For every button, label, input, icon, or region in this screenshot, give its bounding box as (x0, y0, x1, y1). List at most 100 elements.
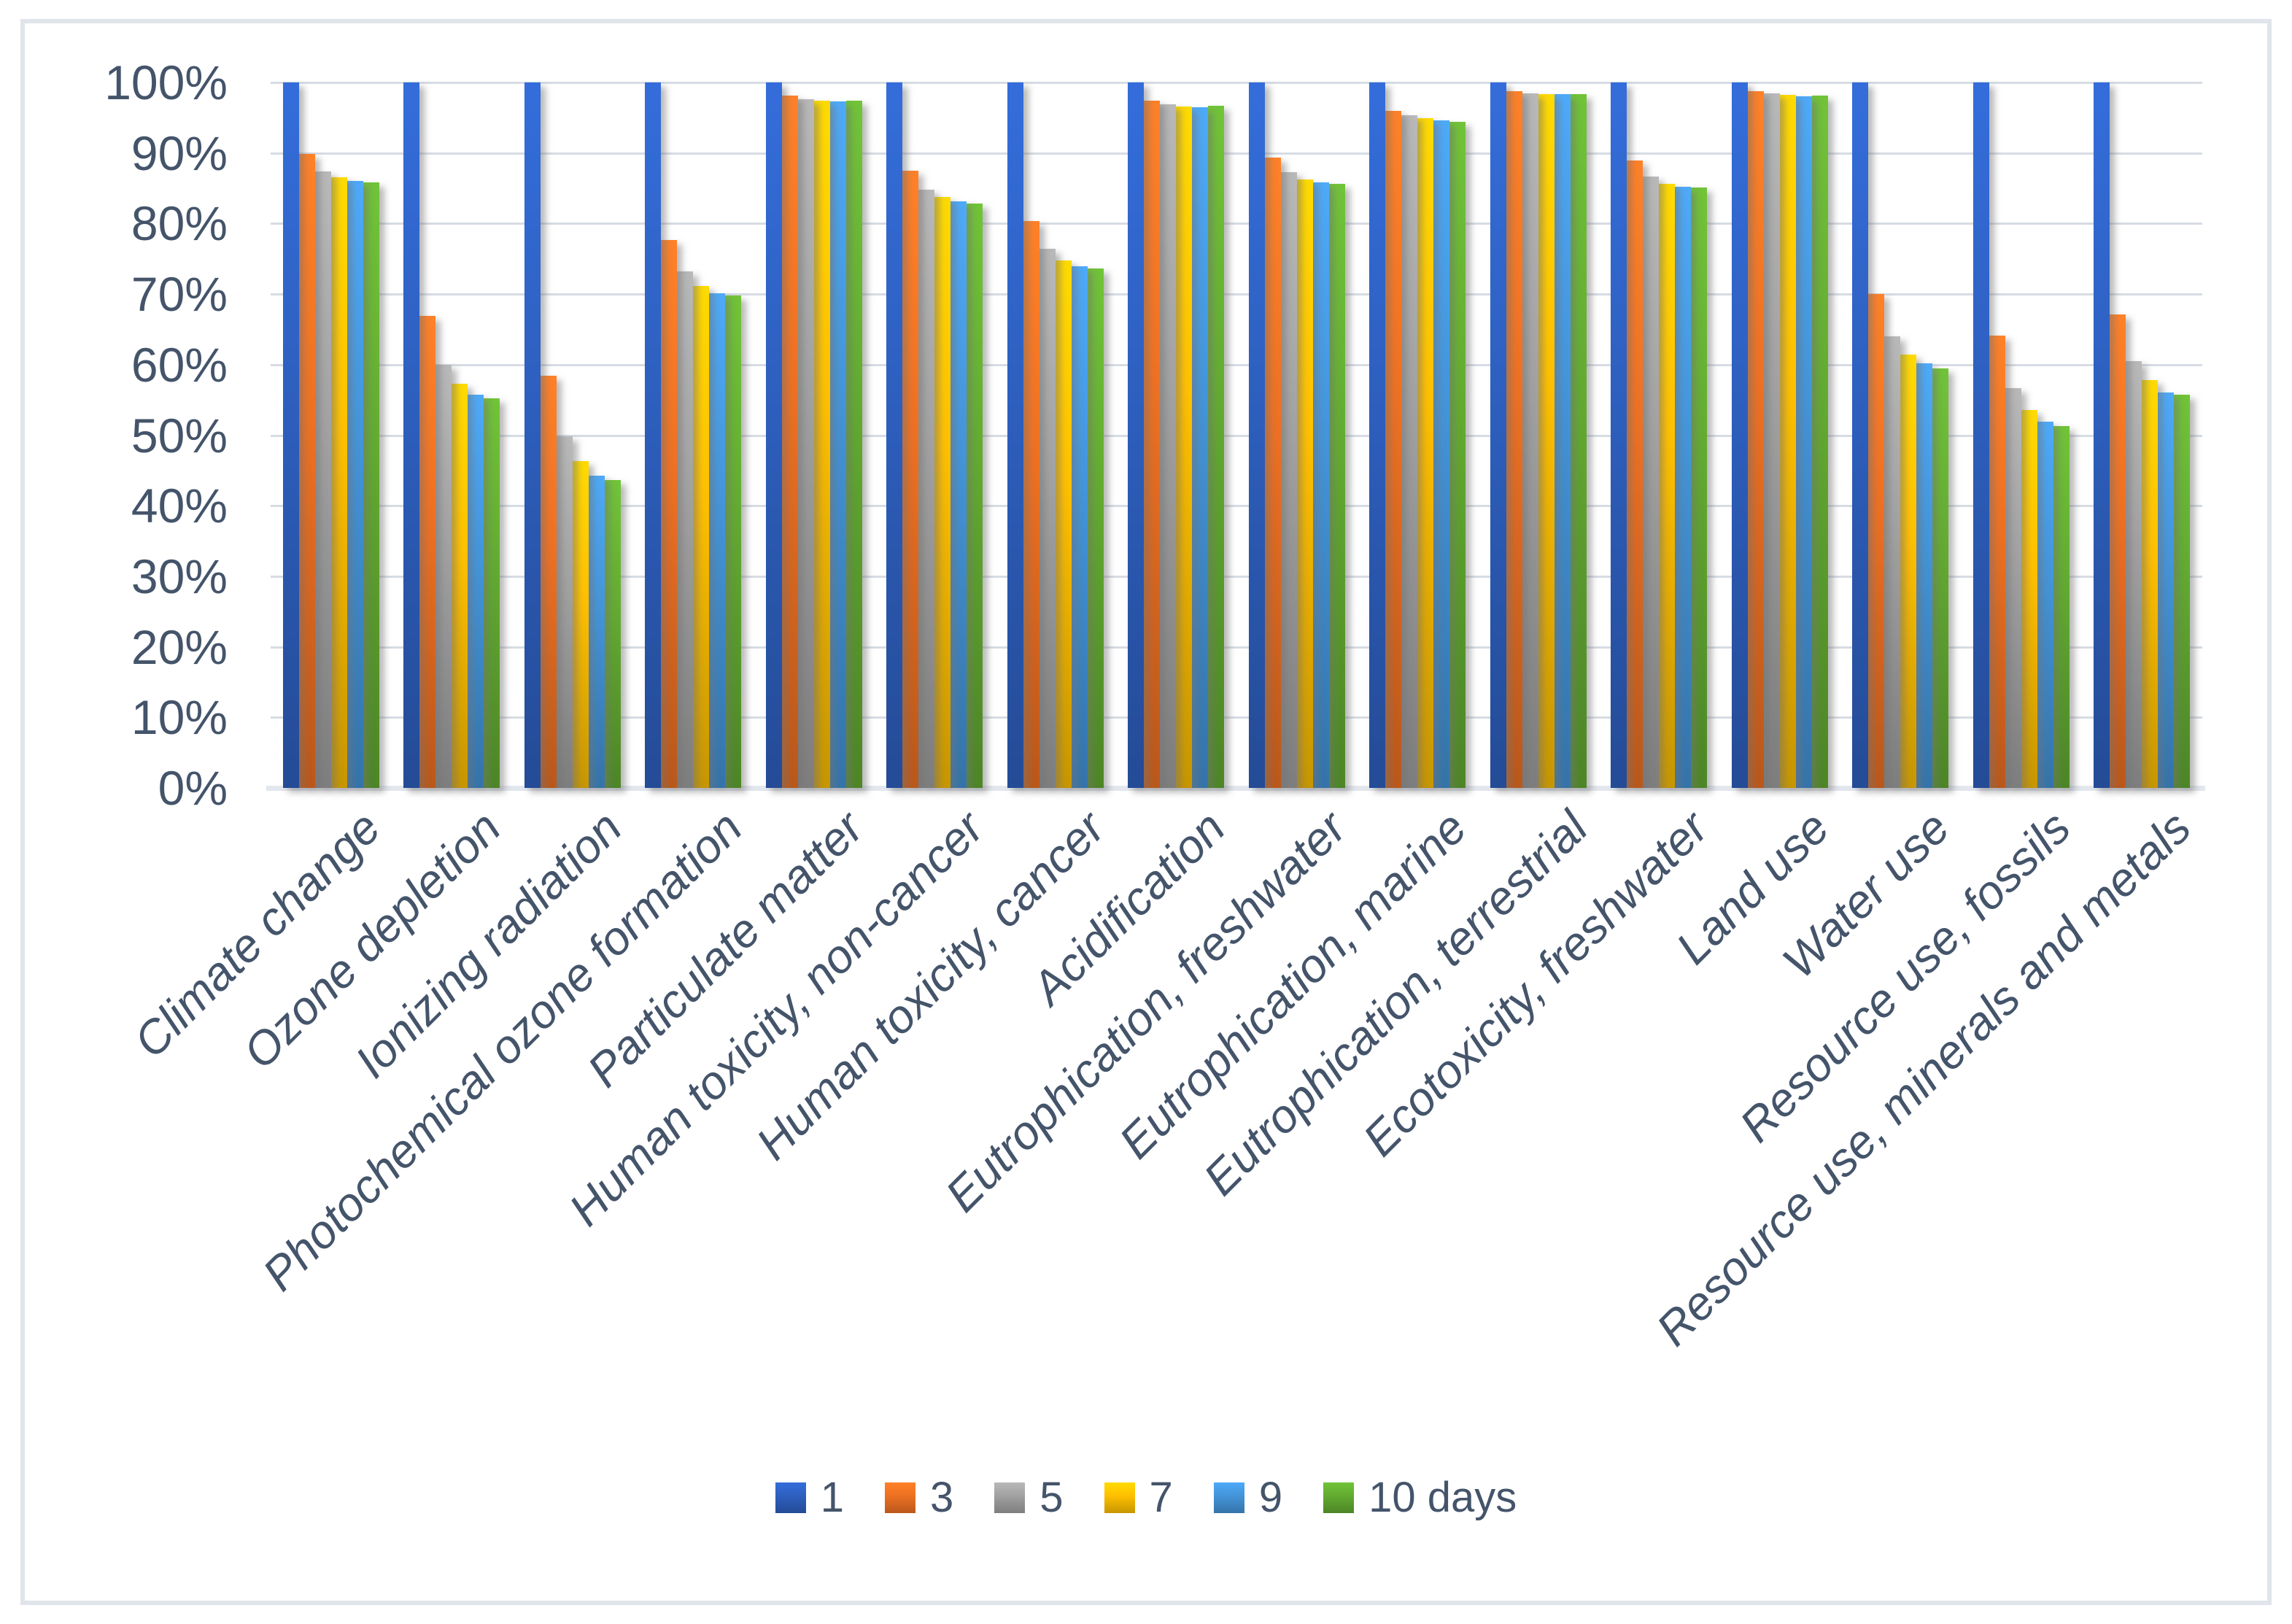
bar (1627, 161, 1643, 788)
bar (1433, 120, 1450, 788)
bar (1554, 94, 1571, 788)
bar (1144, 101, 1161, 788)
bar (1989, 336, 2005, 788)
y-axis-label: 60% (131, 337, 228, 392)
bar-group (1478, 82, 1599, 788)
bar (918, 189, 935, 788)
legend-swatch (1104, 1482, 1135, 1513)
y-axis-label: 40% (131, 479, 228, 533)
bar (1401, 115, 1418, 788)
legend: 1 3 5 7 9 10 days (0, 1475, 2292, 1520)
bar (765, 82, 782, 788)
gridlines (266, 82, 2205, 791)
legend-item: 10 days (1323, 1475, 1517, 1520)
bar (298, 153, 315, 788)
bar (1490, 82, 1506, 788)
chart-border (20, 19, 2272, 1605)
bar (1506, 90, 1522, 788)
gridline (271, 575, 2202, 578)
bar (2142, 380, 2159, 788)
legend-swatch (1213, 1482, 1244, 1513)
bar (484, 398, 500, 788)
bar (1264, 157, 1281, 788)
bar (1039, 249, 1056, 788)
bar (1128, 82, 1145, 788)
y-axis-label: 70% (131, 267, 228, 322)
gridline (271, 363, 2202, 366)
bar (1811, 96, 1828, 788)
bar (1023, 220, 1039, 788)
bar (1611, 82, 1627, 788)
bar (1538, 94, 1555, 788)
bar (1868, 294, 1885, 788)
bar (709, 293, 726, 788)
bar-group (2082, 82, 2203, 788)
legend-swatch (775, 1482, 806, 1513)
bar-group (1236, 82, 1358, 788)
y-axis-label: 100% (104, 55, 228, 109)
bar (902, 170, 919, 788)
bar (725, 295, 742, 788)
bar (2174, 395, 2191, 788)
gridline (271, 82, 2202, 84)
legend-label: 10 days (1368, 1474, 1517, 1521)
bar (886, 82, 903, 788)
bar-group (1599, 82, 1720, 788)
bar (1176, 106, 1193, 788)
bar (1659, 184, 1676, 788)
bar (452, 383, 468, 788)
bar (934, 196, 951, 788)
bar (1280, 171, 1297, 788)
bar-group (271, 82, 392, 788)
bar (540, 376, 557, 788)
bar (363, 182, 379, 788)
bar (1570, 94, 1587, 788)
bar (2110, 314, 2126, 788)
bar (2053, 425, 2070, 788)
bar (1192, 107, 1209, 788)
gridline (271, 152, 2202, 155)
legend-swatch (994, 1482, 1026, 1513)
y-axis-label: 0% (158, 761, 228, 815)
legend-label: 9 (1258, 1474, 1283, 1521)
bar (1900, 355, 1917, 788)
x-axis-line (266, 786, 2205, 791)
bar (1417, 118, 1434, 788)
bar-group (995, 82, 1116, 788)
bar-group (1961, 82, 2082, 788)
bar (797, 99, 814, 788)
y-axis-label: 80% (131, 196, 228, 251)
legend-item: 9 (1213, 1474, 1283, 1521)
y-axis-label: 20% (131, 619, 228, 674)
legend-label: 3 (930, 1474, 954, 1521)
gridline (271, 505, 2202, 508)
bar-group (1840, 82, 1962, 788)
legend-item: 1 (775, 1475, 844, 1520)
bar (1852, 82, 1869, 788)
bar (1522, 93, 1538, 788)
gridline (271, 716, 2202, 719)
y-axis-label: 10% (131, 690, 228, 745)
bar (845, 101, 862, 788)
gridline (271, 434, 2202, 437)
bar (2005, 387, 2021, 788)
bar-group (392, 82, 513, 788)
bar (1087, 268, 1104, 788)
bar (1248, 82, 1265, 788)
bar (2126, 360, 2142, 788)
bar (967, 204, 983, 788)
bar (829, 101, 846, 788)
bar (1972, 82, 1989, 788)
bar (1296, 179, 1313, 788)
bar (1369, 82, 1386, 788)
bar (1884, 336, 1901, 788)
bar (1932, 368, 1949, 788)
bar (1916, 363, 1933, 788)
bar (435, 364, 452, 788)
bar (314, 171, 331, 788)
bar (1643, 176, 1660, 788)
bar (951, 201, 967, 788)
bar-group (1358, 82, 1479, 788)
bar (282, 82, 299, 788)
